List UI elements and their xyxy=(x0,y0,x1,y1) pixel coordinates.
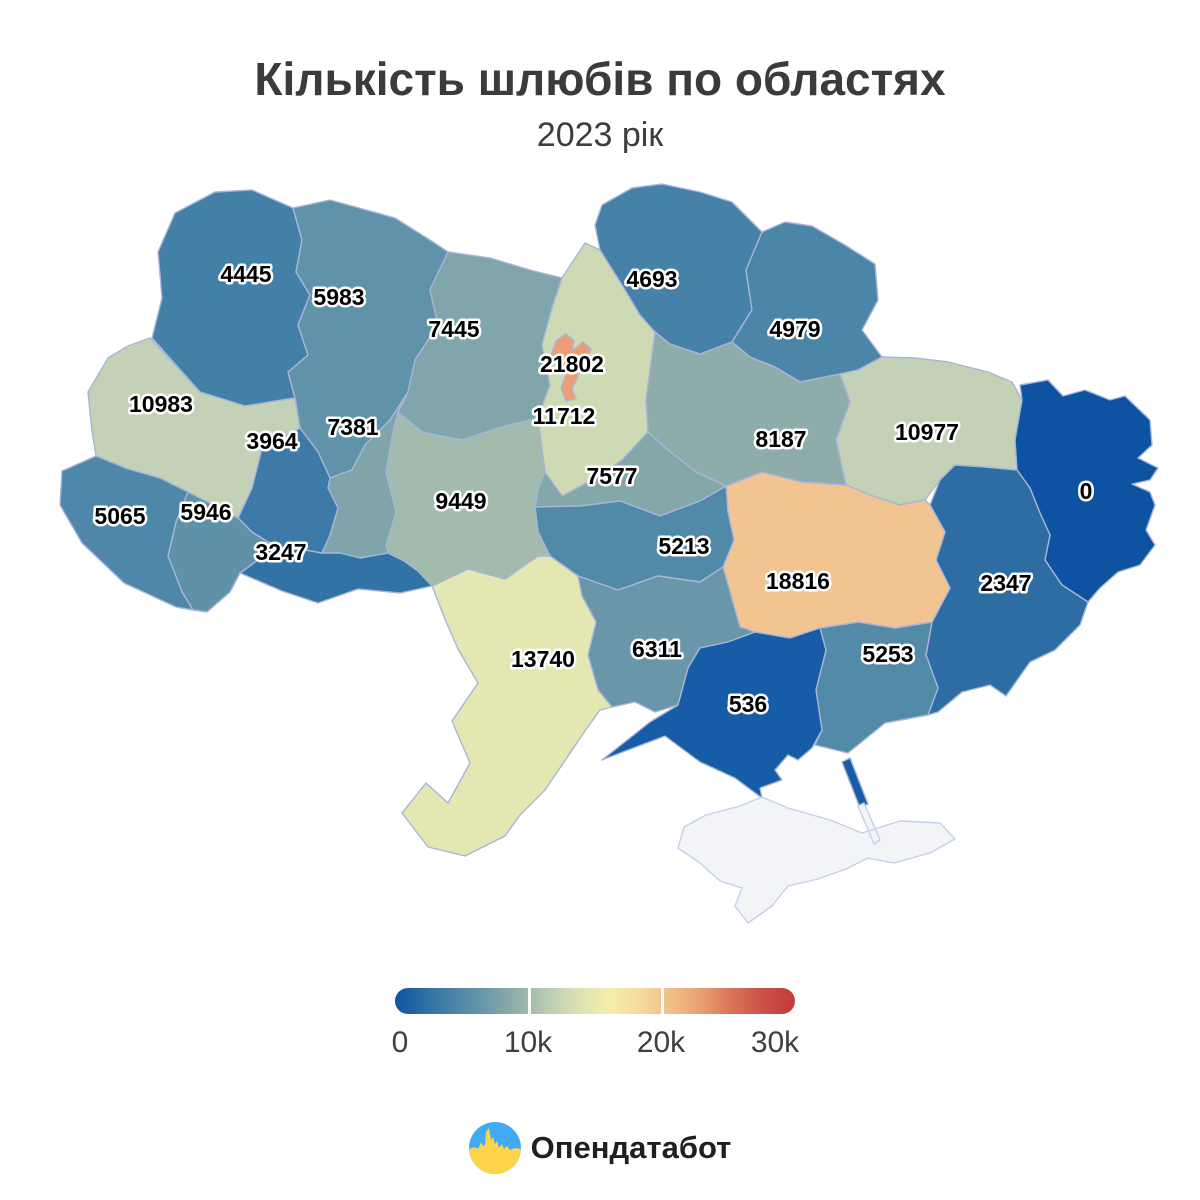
region-kyiv_city[interactable] xyxy=(550,333,592,402)
region-value-label-odesa: 13740 xyxy=(511,646,575,672)
legend-tick-0: 0 xyxy=(391,1026,409,1059)
legend-colorbar xyxy=(395,988,795,1014)
region-value-label-kyiv_city: 21802 xyxy=(540,351,604,377)
legend-tick-30k: 30k xyxy=(750,1026,800,1059)
region-value-label-kyiv_oblast: 11712 xyxy=(533,403,596,429)
map-regions xyxy=(59,183,1159,924)
brand-footer: Опендатабот xyxy=(0,1122,1200,1174)
region-chernivtsi[interactable] xyxy=(239,541,433,604)
region-value-label-luhansk: 0 xyxy=(1080,478,1093,504)
region-value-label-donetsk: 2347 xyxy=(980,570,1031,596)
region-zakarpattia[interactable] xyxy=(59,455,194,611)
region-value-label-kherson: 536 xyxy=(729,691,767,717)
region-value-label-chernivtsi: 3247 xyxy=(255,539,306,565)
legend-tick-labels: 0 10k 20k 30k xyxy=(391,1026,800,1066)
region-kherson[interactable] xyxy=(601,627,869,809)
region-value-label-cherkasy: 7577 xyxy=(586,463,637,489)
region-value-label-rivne: 5983 xyxy=(313,284,364,310)
region-value-label-ternopil: 3964 xyxy=(246,428,297,454)
page-title: Кількість шлюбів по областях xyxy=(254,53,946,105)
region-value-label-kirovohrad: 5213 xyxy=(658,533,709,559)
region-value-label-mykolaiv: 6311 xyxy=(632,636,682,662)
region-value-label-vinnytsia: 9449 xyxy=(435,488,486,514)
brand-name: Опендатабот xyxy=(530,1130,732,1165)
region-value-label-dnipro: 18816 xyxy=(766,568,830,594)
legend-separator-10k xyxy=(528,988,532,1014)
page-subtitle: 2023 рік xyxy=(536,116,664,154)
legend-separator-20k xyxy=(661,988,665,1014)
region-value-label-volyn: 4445 xyxy=(220,261,271,287)
logo-yellow-pulse xyxy=(468,1128,521,1174)
legend-tick-20k: 20k xyxy=(636,1026,686,1059)
region-value-label-zakarpattia: 5065 xyxy=(94,503,145,529)
region-odesa[interactable] xyxy=(401,555,613,857)
region-value-label-ivano_frankivsk: 5946 xyxy=(180,499,231,525)
region-value-label-zaporizhzhia: 5253 xyxy=(862,641,913,667)
region-value-label-chernihiv: 4693 xyxy=(626,266,677,292)
region-value-label-zhytomyr: 7445 xyxy=(428,316,479,342)
region-value-label-khmelnytskyi: 7381 xyxy=(327,414,378,440)
region-value-label-lviv: 10983 xyxy=(129,391,193,417)
region-value-label-poltava: 8187 xyxy=(755,426,806,452)
region-value-label-sumy: 4979 xyxy=(769,316,820,342)
region-value-label-kharkiv: 10977 xyxy=(895,419,959,445)
map-value-labels: 4445 5983 7445 11712 21802 4693 4979 10977 0 2347… xyxy=(92,259,1095,720)
legend-tick-10k: 10k xyxy=(503,1026,553,1059)
region-lviv[interactable] xyxy=(87,337,301,519)
opendatabot-flag-pulse-icon xyxy=(468,1122,521,1174)
region-crimea[interactable] xyxy=(677,796,956,924)
